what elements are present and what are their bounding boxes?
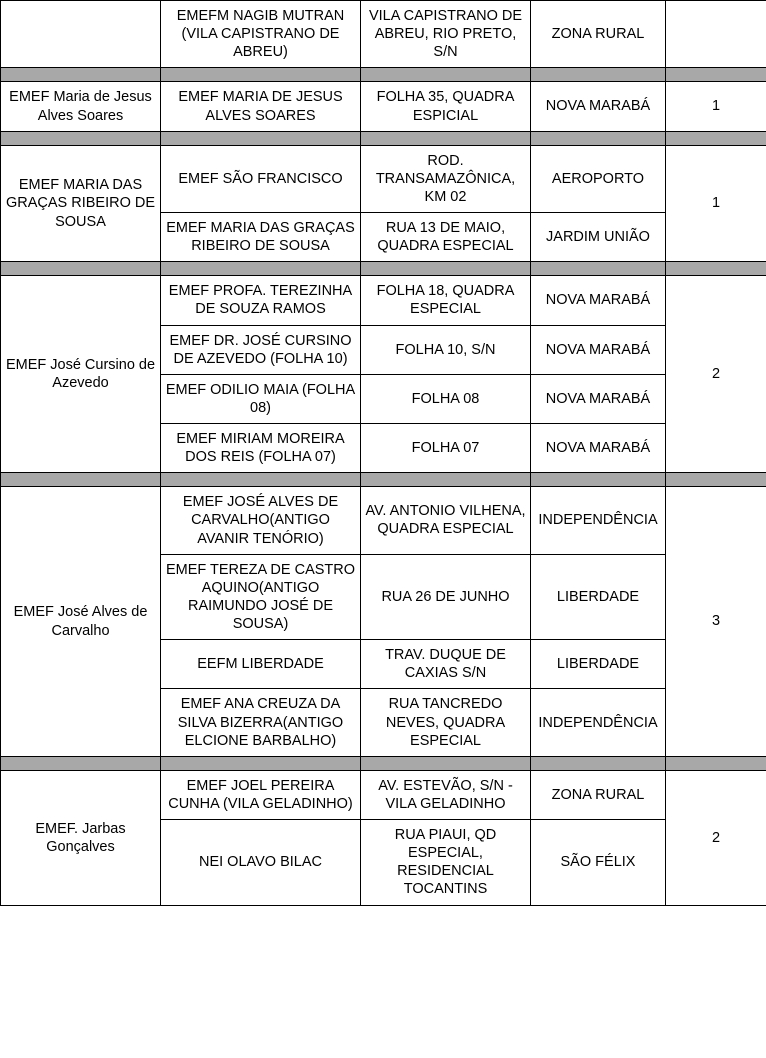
school-cell: EMEF JOEL PEREIRA CUNHA (VILA GELADINHO) [161, 770, 361, 819]
table-row: EMEF Maria de Jesus Alves SoaresEMEF MAR… [1, 82, 766, 131]
school-cell: EMEF TEREZA DE CASTRO AQUINO(ANTIGO RAIM… [161, 554, 361, 640]
address-cell: AV. ANTONIO VILHENA, QUADRA ESPECIAL [361, 487, 531, 554]
separator-row [1, 68, 766, 82]
count-cell: 3 [666, 487, 766, 757]
school-cell: EMEF MIRIAM MOREIRA DOS REIS (FOLHA 07) [161, 424, 361, 473]
zone-cell: LIBERDADE [531, 554, 666, 640]
school-cell: EMEF SÃO FRANCISCO [161, 145, 361, 212]
zone-cell: INDEPENDÊNCIA [531, 689, 666, 756]
separator-row [1, 131, 766, 145]
zone-cell: NOVA MARABÁ [531, 276, 666, 325]
table-row: EMEF. Jarbas GonçalvesEMEF JOEL PEREIRA … [1, 770, 766, 819]
table-row: EMEFM NAGIB MUTRAN (VILA CAPISTRANO DE A… [1, 1, 766, 68]
count-cell [666, 1, 766, 68]
address-cell: VILA CAPISTRANO DE ABREU, RIO PRETO, S/N [361, 1, 531, 68]
school-cell: EMEF DR. JOSÉ CURSINO DE AZEVEDO (FOLHA … [161, 325, 361, 374]
count-cell: 1 [666, 82, 766, 131]
group-name-cell: EMEF. Jarbas Gonçalves [1, 770, 161, 905]
school-cell: EEFM LIBERDADE [161, 640, 361, 689]
separator-row [1, 262, 766, 276]
zone-cell: INDEPENDÊNCIA [531, 487, 666, 554]
school-cell: EMEF ODILIO MAIA (FOLHA 08) [161, 374, 361, 423]
zone-cell: ZONA RURAL [531, 1, 666, 68]
school-cell: EMEF PROFA. TEREZINHA DE SOUZA RAMOS [161, 276, 361, 325]
address-cell: AV. ESTEVÃO, S/N - VILA GELADINHO [361, 770, 531, 819]
school-cell: EMEF JOSÉ ALVES DE CARVALHO(ANTIGO AVANI… [161, 487, 361, 554]
address-cell: FOLHA 08 [361, 374, 531, 423]
group-name-cell: EMEF José Alves de Carvalho [1, 487, 161, 757]
address-cell: RUA TANCREDO NEVES, QUADRA ESPECIAL [361, 689, 531, 756]
separator-row [1, 756, 766, 770]
zone-cell: ZONA RURAL [531, 770, 666, 819]
school-cell: EMEF MARIA DE JESUS ALVES SOARES [161, 82, 361, 131]
group-name-cell: EMEF Maria de Jesus Alves Soares [1, 82, 161, 131]
group-name-cell: EMEF José Cursino de Azevedo [1, 276, 161, 473]
table-row: EMEF José Cursino de AzevedoEMEF PROFA. … [1, 276, 766, 325]
zone-cell: NOVA MARABÁ [531, 374, 666, 423]
zone-cell: LIBERDADE [531, 640, 666, 689]
school-table: EMEFM NAGIB MUTRAN (VILA CAPISTRANO DE A… [0, 0, 766, 906]
zone-cell: NOVA MARABÁ [531, 424, 666, 473]
zone-cell: SÃO FÉLIX [531, 820, 666, 906]
zone-cell: NOVA MARABÁ [531, 325, 666, 374]
address-cell: FOLHA 35, QUADRA ESPICIAL [361, 82, 531, 131]
zone-cell: JARDIM UNIÃO [531, 213, 666, 262]
address-cell: RUA 26 DE JUNHO [361, 554, 531, 640]
address-cell: RUA 13 DE MAIO, QUADRA ESPECIAL [361, 213, 531, 262]
count-cell: 1 [666, 145, 766, 262]
address-cell: FOLHA 18, QUADRA ESPECIAL [361, 276, 531, 325]
zone-cell: NOVA MARABÁ [531, 82, 666, 131]
table-row: EMEF José Alves de CarvalhoEMEF JOSÉ ALV… [1, 487, 766, 554]
count-cell: 2 [666, 276, 766, 473]
address-cell: RUA PIAUI, QD ESPECIAL, RESIDENCIAL TOCA… [361, 820, 531, 906]
separator-row [1, 473, 766, 487]
table-row: EMEF MARIA DAS GRAÇAS RIBEIRO DE SOUSAEM… [1, 145, 766, 212]
zone-cell: AEROPORTO [531, 145, 666, 212]
school-cell: EMEF MARIA DAS GRAÇAS RIBEIRO DE SOUSA [161, 213, 361, 262]
group-name-cell: EMEF MARIA DAS GRAÇAS RIBEIRO DE SOUSA [1, 145, 161, 262]
count-cell: 2 [666, 770, 766, 905]
school-cell: EMEFM NAGIB MUTRAN (VILA CAPISTRANO DE A… [161, 1, 361, 68]
address-cell: TRAV. DUQUE DE CAXIAS S/N [361, 640, 531, 689]
address-cell: FOLHA 10, S/N [361, 325, 531, 374]
address-cell: ROD. TRANSAMAZÔNICA, KM 02 [361, 145, 531, 212]
group-name-cell [1, 1, 161, 68]
address-cell: FOLHA 07 [361, 424, 531, 473]
school-cell: EMEF ANA CREUZA DA SILVA BIZERRA(ANTIGO … [161, 689, 361, 756]
school-cell: NEI OLAVO BILAC [161, 820, 361, 906]
